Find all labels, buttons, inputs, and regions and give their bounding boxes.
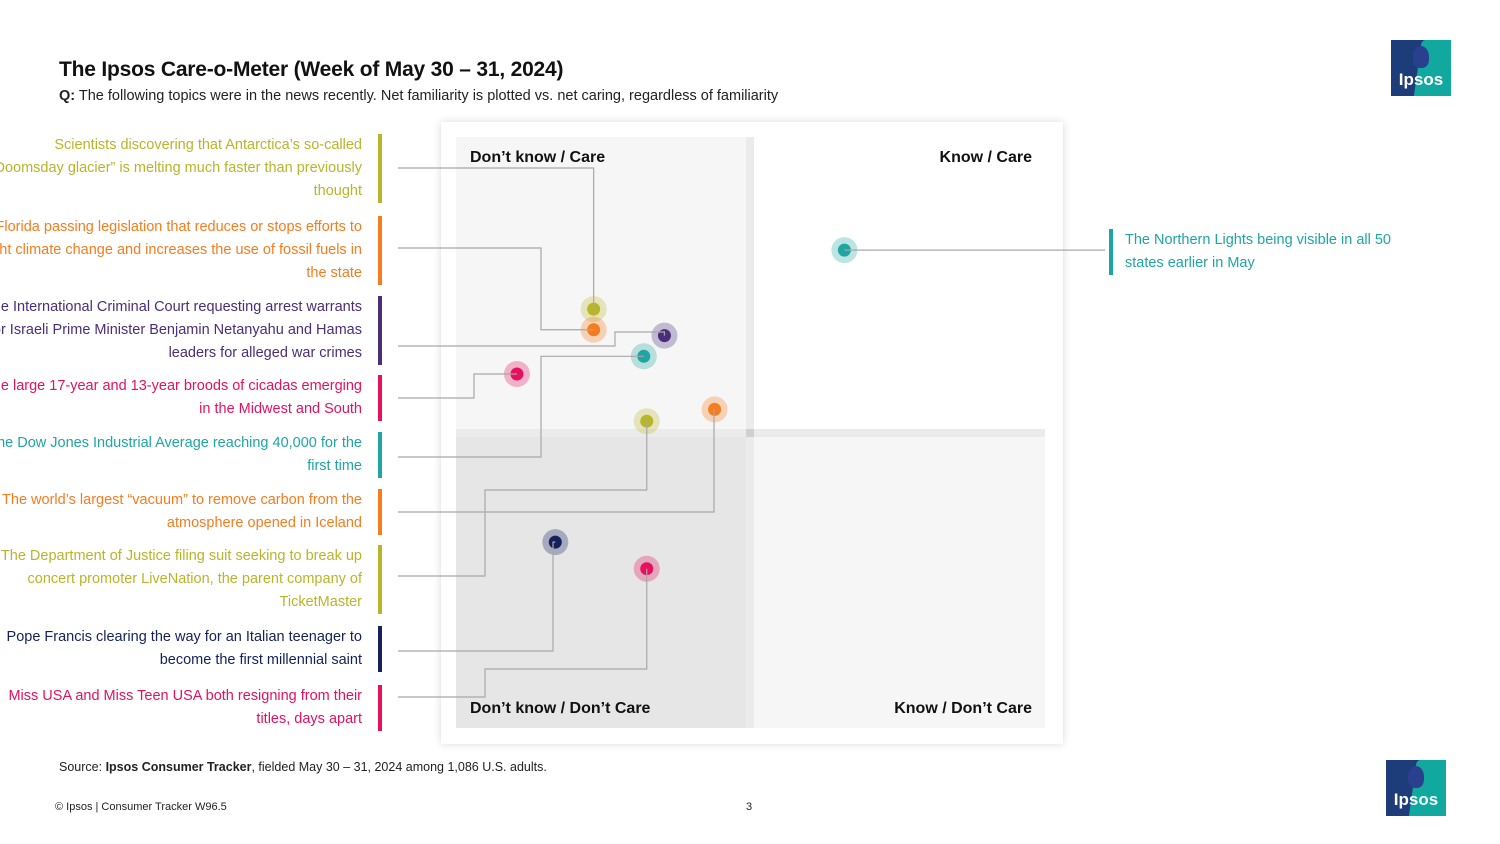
- quadrant-label-top-left: Don’t know / Care: [470, 149, 606, 166]
- care-o-meter-plot: [456, 137, 1045, 728]
- topic-label-9: Miss USA and Miss Teen USA both resignin…: [0, 685, 382, 731]
- topic-label-10: The Northern Lights being visible in all…: [1109, 229, 1395, 275]
- logo-text: Ipsos: [1398, 70, 1444, 89]
- footer-copyright: © Ipsos | Consumer Tracker W96.5: [55, 801, 227, 813]
- topic-label-3: The International Criminal Court request…: [0, 296, 382, 365]
- quadrant-bottom-right-bg: [754, 437, 1045, 728]
- axis-origin: [746, 429, 754, 437]
- quadrant-top-right-bg: [754, 137, 1045, 429]
- logo-text-bottom: Ipsos: [1393, 790, 1439, 809]
- quadrant-label-bottom-right: Know / Don’t Care: [894, 700, 1032, 717]
- source-prefix: Source:: [59, 760, 103, 774]
- question-text: Q: The following topics were in the news…: [59, 88, 778, 104]
- quadrant-label-bottom-left: Don’t know / Don’t Care: [470, 700, 651, 717]
- topic-label-1: Scientists discovering that Antarctica’s…: [0, 134, 382, 203]
- page-number: 3: [746, 801, 753, 813]
- source-detail: , fielded May 30 – 31, 2024 among 1,086 …: [251, 760, 547, 774]
- page-title: The Ipsos Care-o-Meter (Week of May 30 –…: [59, 58, 564, 81]
- topic-label-7: The Department of Justice filing suit se…: [0, 545, 382, 614]
- ipsos-logo-bottom: Ipsos: [1386, 760, 1446, 816]
- ipsos-logo-top: Ipsos: [1391, 40, 1451, 96]
- topic-label-4: The large 17-year and 13-year broods of …: [0, 375, 382, 421]
- question-body: The following topics were in the news re…: [78, 88, 779, 104]
- question-prefix: Q:: [59, 88, 76, 104]
- chart-card: Don’t know / Care Know / Care Don’t know…: [441, 122, 1063, 744]
- topic-label-8: Pope Francis clearing the way for an Ita…: [0, 626, 382, 672]
- quadrant-backgrounds: [456, 137, 1045, 728]
- topic-label-6: The world’s largest “vacuum” to remove c…: [0, 489, 382, 535]
- quadrant-label-top-right: Know / Care: [939, 149, 1032, 166]
- topic-label-5: The Dow Jones Industrial Average reachin…: [0, 432, 382, 478]
- quadrant-top-left-bg: [456, 137, 746, 429]
- source-name: Ipsos Consumer Tracker: [105, 760, 252, 774]
- quadrant-bottom-left-bg: [456, 437, 746, 728]
- source-note: Source: Ipsos Consumer Tracker, fielded …: [59, 760, 547, 774]
- topic-label-2: Florida passing legislation that reduces…: [0, 216, 382, 285]
